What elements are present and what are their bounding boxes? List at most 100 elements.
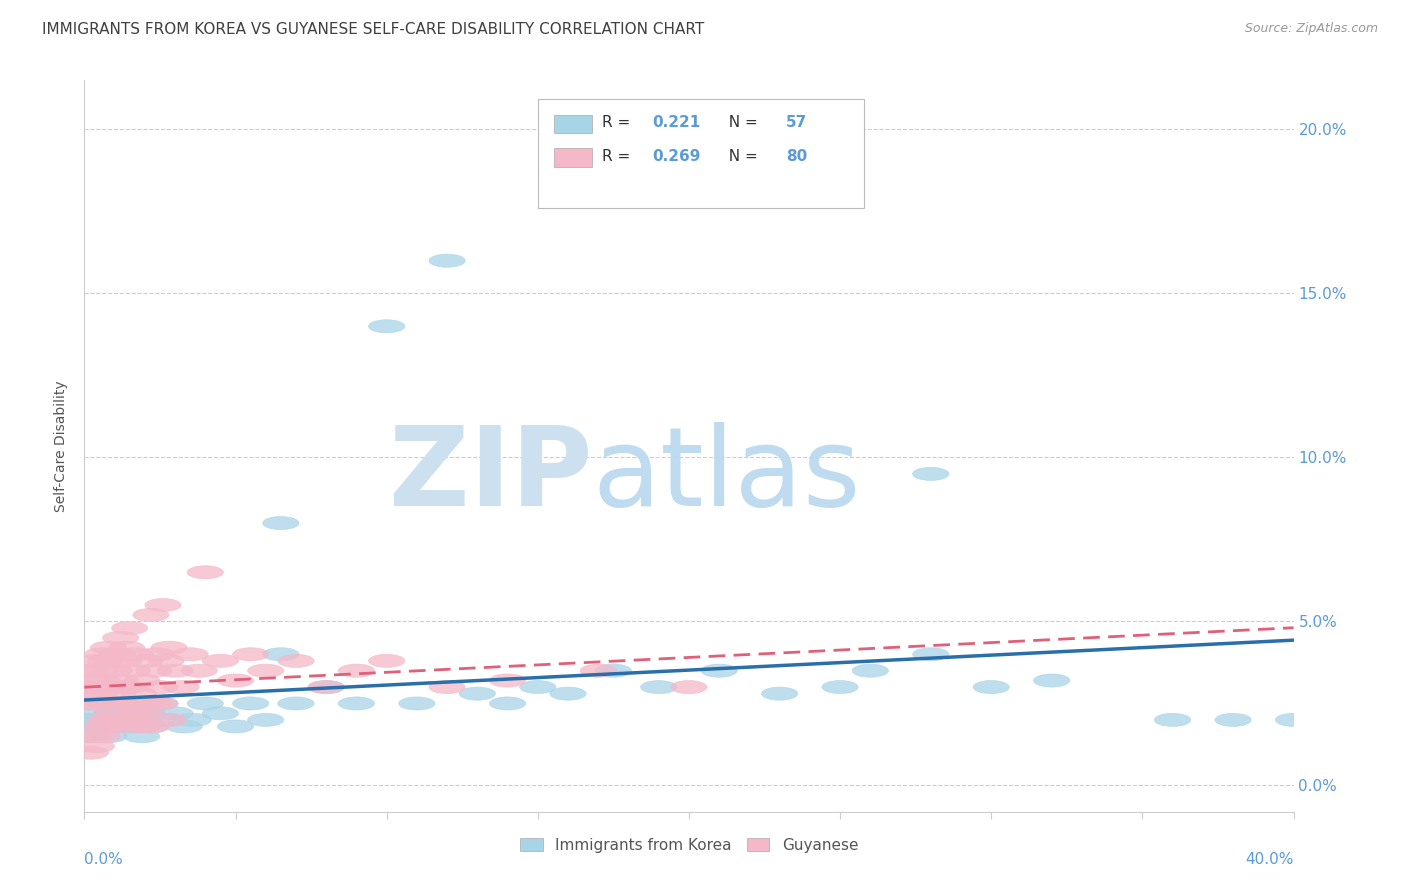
Ellipse shape (118, 720, 153, 733)
Ellipse shape (187, 697, 224, 710)
Ellipse shape (263, 516, 299, 530)
Text: 40.0%: 40.0% (1246, 852, 1294, 867)
Ellipse shape (912, 467, 949, 481)
FancyBboxPatch shape (554, 148, 592, 167)
Ellipse shape (124, 674, 160, 687)
Ellipse shape (115, 714, 150, 726)
Ellipse shape (166, 720, 202, 733)
Ellipse shape (76, 720, 111, 733)
Ellipse shape (111, 622, 148, 634)
Ellipse shape (702, 665, 737, 677)
Ellipse shape (263, 648, 299, 661)
Ellipse shape (108, 720, 145, 733)
Ellipse shape (157, 665, 193, 677)
Ellipse shape (150, 641, 187, 654)
Text: 0.221: 0.221 (652, 115, 702, 130)
Ellipse shape (121, 714, 157, 726)
Ellipse shape (100, 648, 136, 661)
Ellipse shape (132, 720, 169, 733)
Text: ZIP: ZIP (389, 422, 592, 529)
Ellipse shape (108, 641, 145, 654)
Ellipse shape (69, 697, 105, 710)
Ellipse shape (142, 697, 179, 710)
Ellipse shape (87, 681, 124, 694)
Ellipse shape (72, 665, 108, 677)
Ellipse shape (82, 687, 118, 700)
Ellipse shape (100, 697, 136, 710)
Ellipse shape (90, 641, 127, 654)
Ellipse shape (247, 665, 284, 677)
Y-axis label: Self-Care Disability: Self-Care Disability (55, 380, 69, 512)
Ellipse shape (103, 714, 139, 726)
Ellipse shape (129, 697, 166, 710)
Ellipse shape (368, 654, 405, 667)
Ellipse shape (127, 654, 163, 667)
Ellipse shape (118, 648, 153, 661)
Ellipse shape (142, 681, 179, 694)
Ellipse shape (163, 681, 200, 694)
Ellipse shape (82, 697, 118, 710)
Ellipse shape (79, 654, 115, 667)
Ellipse shape (762, 687, 797, 700)
Ellipse shape (87, 714, 124, 726)
Ellipse shape (550, 687, 586, 700)
Ellipse shape (76, 730, 111, 743)
Ellipse shape (121, 706, 157, 720)
Ellipse shape (148, 654, 184, 667)
FancyBboxPatch shape (554, 115, 592, 133)
Ellipse shape (339, 697, 374, 710)
Ellipse shape (103, 632, 139, 644)
Ellipse shape (79, 681, 115, 694)
Ellipse shape (1154, 714, 1191, 726)
Ellipse shape (973, 681, 1010, 694)
Ellipse shape (69, 681, 105, 694)
Ellipse shape (76, 674, 111, 687)
Ellipse shape (520, 681, 555, 694)
Ellipse shape (912, 648, 949, 661)
Ellipse shape (150, 714, 187, 726)
Ellipse shape (142, 697, 179, 710)
Text: atlas: atlas (592, 422, 860, 529)
Ellipse shape (93, 654, 129, 667)
Ellipse shape (218, 720, 253, 733)
Ellipse shape (87, 654, 124, 667)
Ellipse shape (84, 720, 121, 733)
Ellipse shape (641, 681, 676, 694)
Ellipse shape (121, 687, 157, 700)
Ellipse shape (103, 674, 139, 687)
Ellipse shape (72, 714, 108, 726)
Ellipse shape (79, 706, 115, 720)
Ellipse shape (278, 697, 314, 710)
Ellipse shape (1275, 714, 1312, 726)
Ellipse shape (90, 697, 127, 710)
Ellipse shape (111, 697, 148, 710)
Ellipse shape (181, 665, 218, 677)
Ellipse shape (84, 674, 121, 687)
Ellipse shape (852, 665, 889, 677)
Ellipse shape (72, 746, 108, 759)
Ellipse shape (115, 706, 150, 720)
Ellipse shape (69, 730, 105, 743)
Text: R =: R = (602, 149, 636, 164)
Ellipse shape (671, 681, 707, 694)
Ellipse shape (232, 697, 269, 710)
Text: 0.269: 0.269 (652, 149, 702, 164)
Ellipse shape (308, 681, 344, 694)
Ellipse shape (105, 706, 142, 720)
Ellipse shape (132, 720, 169, 733)
Text: Source: ZipAtlas.com: Source: ZipAtlas.com (1244, 22, 1378, 36)
Ellipse shape (489, 674, 526, 687)
Ellipse shape (97, 714, 132, 726)
Ellipse shape (84, 648, 121, 661)
Ellipse shape (232, 648, 269, 661)
Ellipse shape (90, 720, 127, 733)
Ellipse shape (278, 654, 314, 667)
Ellipse shape (93, 681, 129, 694)
Ellipse shape (172, 648, 208, 661)
Ellipse shape (399, 697, 434, 710)
Ellipse shape (97, 720, 132, 733)
Ellipse shape (105, 654, 142, 667)
Ellipse shape (129, 706, 166, 720)
Ellipse shape (84, 730, 121, 743)
Ellipse shape (176, 714, 211, 726)
